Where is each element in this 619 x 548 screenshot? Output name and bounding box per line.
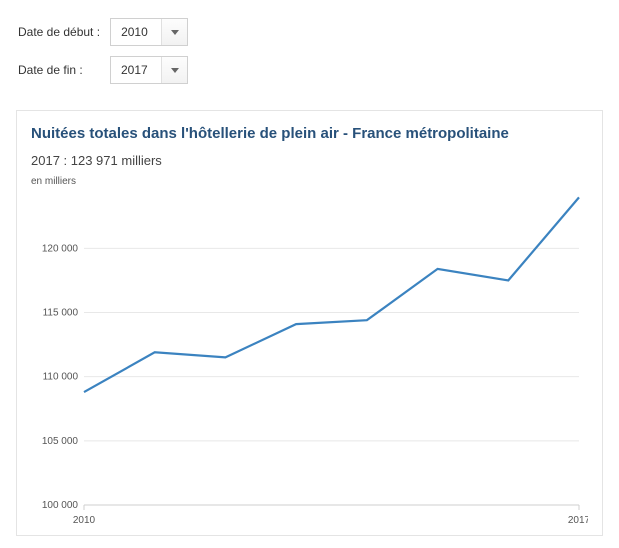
svg-text:100 000: 100 000 [42, 500, 79, 511]
chart-card: Nuitées totales dans l'hôtellerie de ple… [16, 110, 603, 536]
start-year-value: 2010 [121, 25, 148, 39]
start-year-dropdown-button[interactable] [161, 19, 187, 45]
chart-title: Nuitées totales dans l'hôtellerie de ple… [31, 125, 588, 143]
chart-area: 100 000 105 000 110 000 115 000 120 000 2010 2… [31, 191, 588, 531]
chevron-down-icon [171, 68, 179, 73]
chart-subtitle: 2017 : 123 971 milliers [31, 153, 588, 168]
svg-text:105 000: 105 000 [42, 436, 79, 447]
end-year-value: 2017 [121, 63, 148, 77]
chart-unit-label: en milliers [31, 176, 588, 187]
end-date-row: Date de fin : 2017 [18, 56, 619, 84]
chevron-down-icon [171, 30, 179, 35]
svg-text:120 000: 120 000 [42, 243, 79, 254]
start-date-label: Date de début : [18, 25, 100, 39]
start-year-select[interactable]: 2010 [110, 18, 188, 46]
start-date-row: Date de début : 2010 [18, 18, 619, 46]
end-date-label: Date de fin : [18, 63, 100, 77]
svg-text:115 000: 115 000 [43, 308, 79, 319]
svg-text:2010: 2010 [73, 515, 96, 526]
line-chart: 100 000 105 000 110 000 115 000 120 000 2010 2… [31, 191, 588, 531]
svg-text:2017: 2017 [568, 515, 588, 526]
end-year-select[interactable]: 2017 [110, 56, 188, 84]
svg-text:110 000: 110 000 [43, 372, 79, 383]
end-year-dropdown-button[interactable] [161, 57, 187, 83]
